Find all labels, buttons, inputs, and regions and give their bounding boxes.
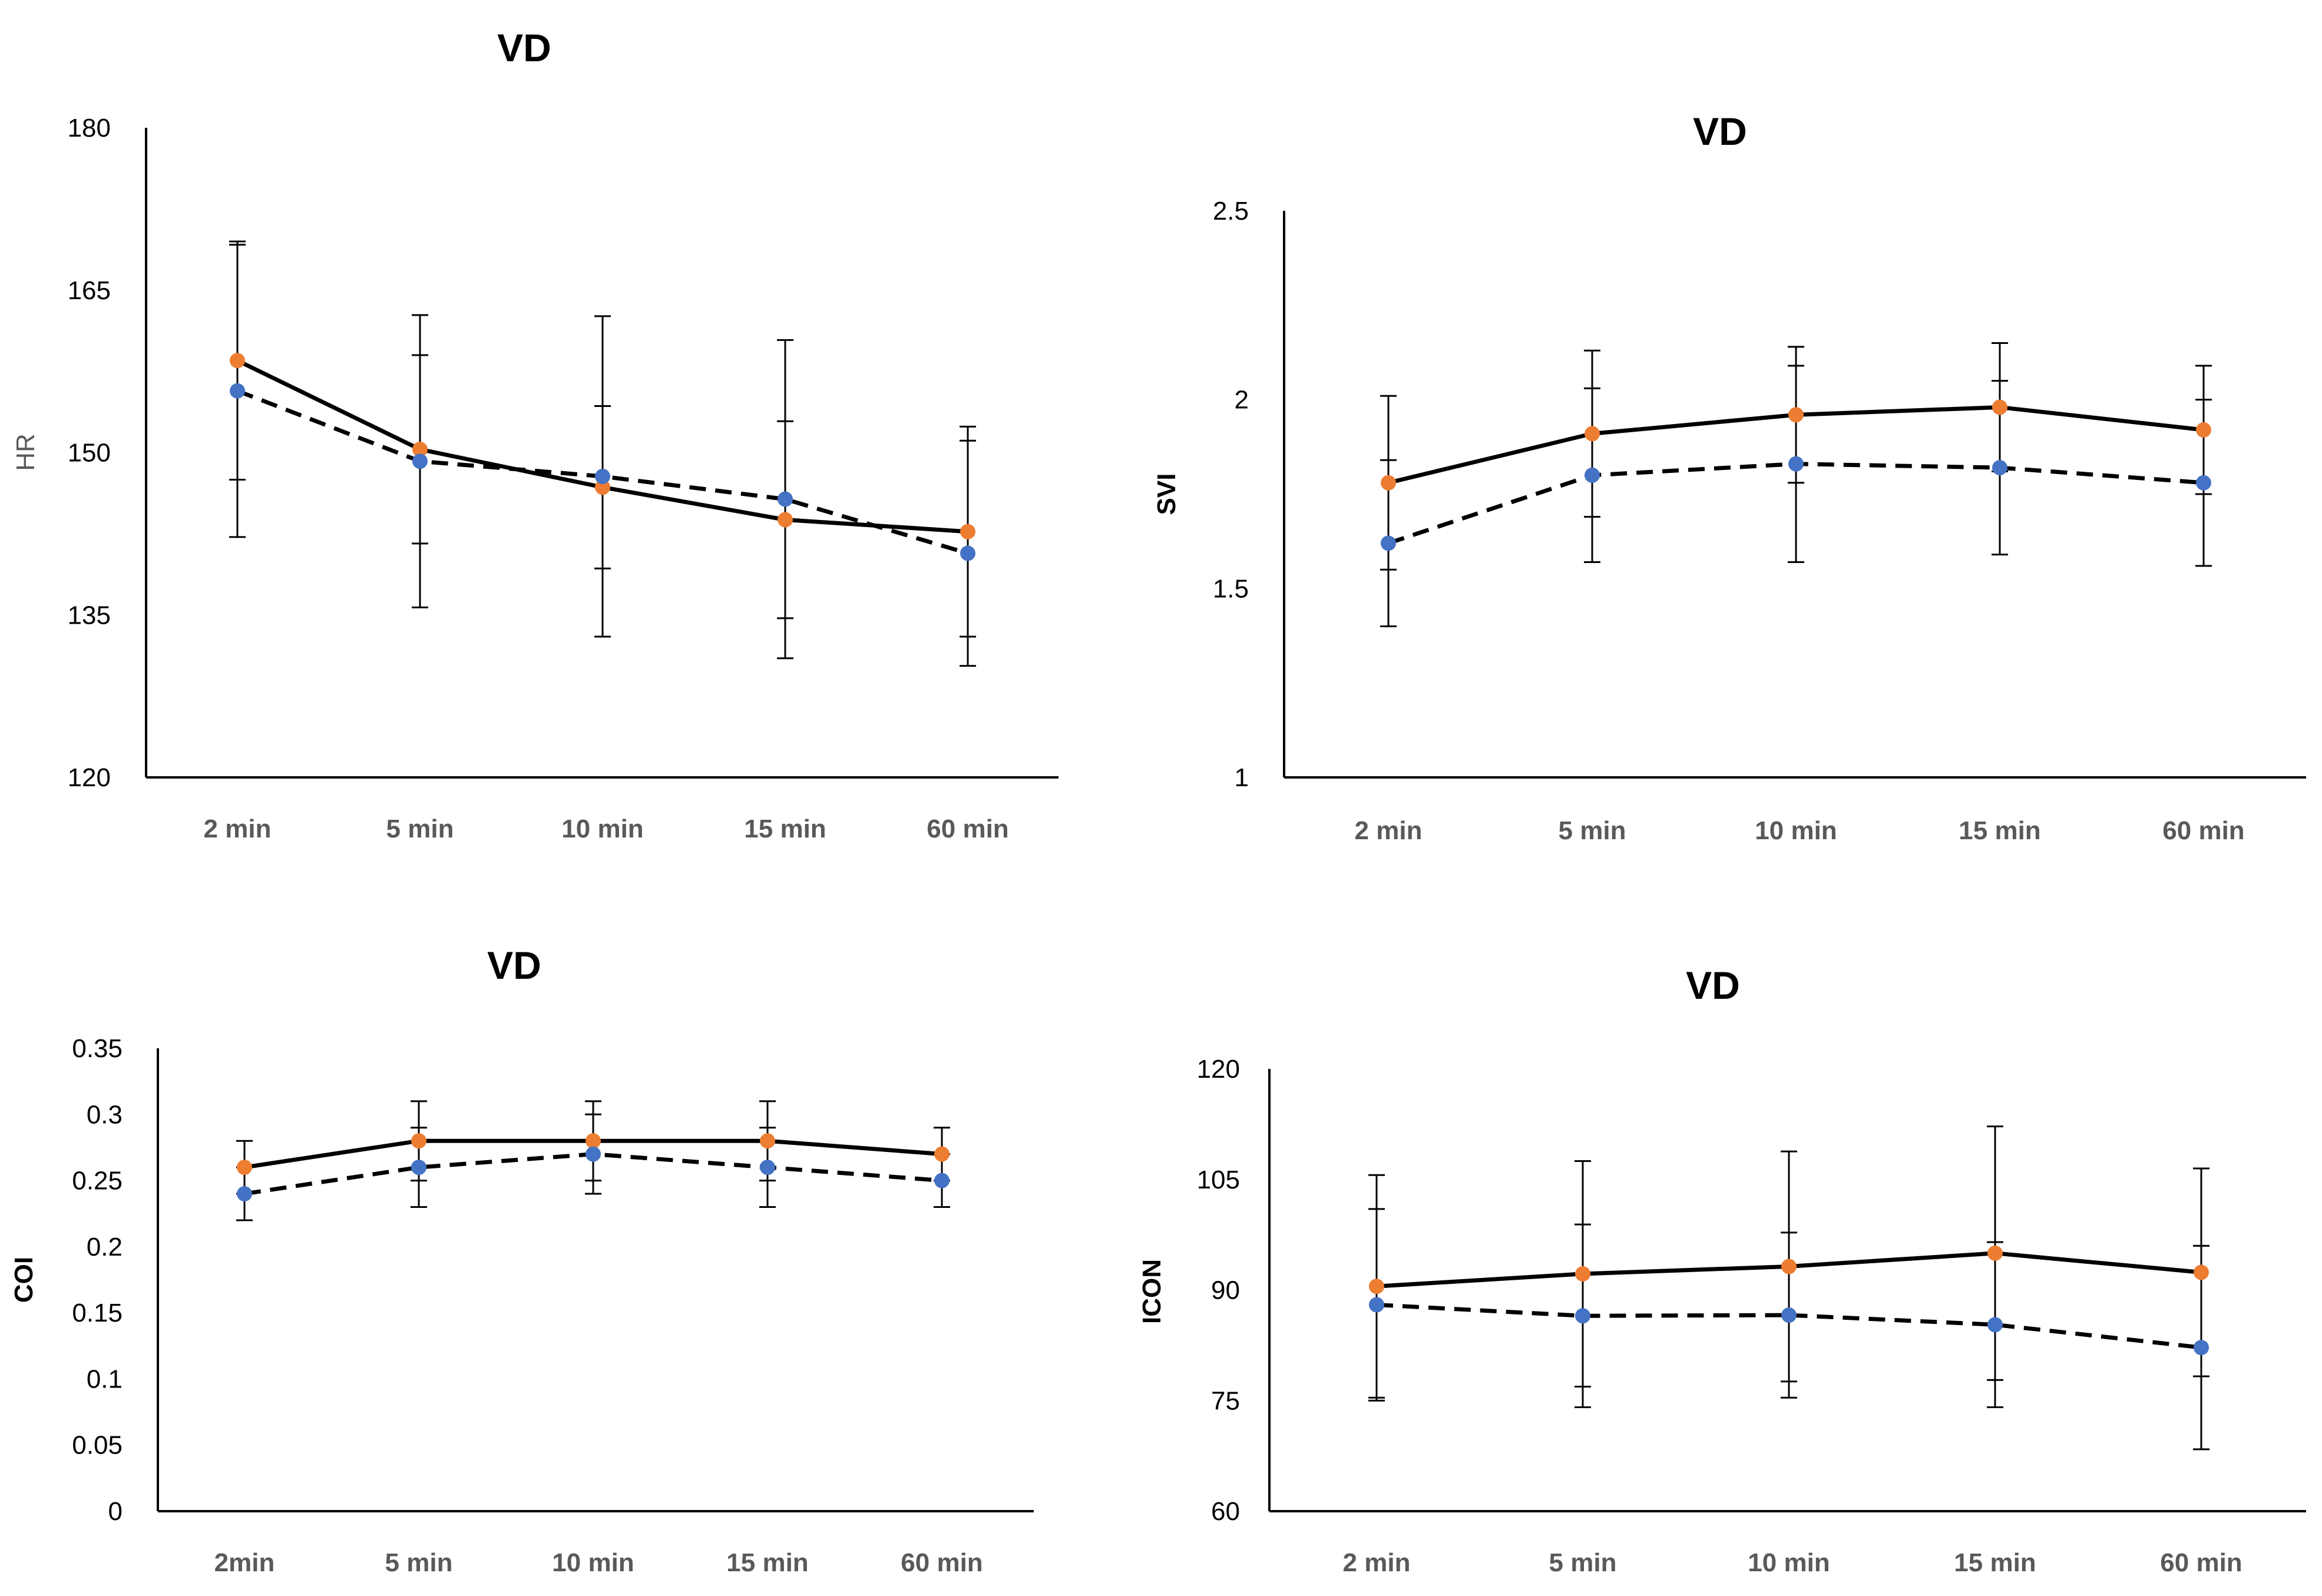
data-point-solid — [2194, 1264, 2209, 1280]
y-tick-label: 165 — [68, 276, 111, 305]
y-tick-label: 0.1 — [87, 1365, 123, 1393]
x-tick-label: 2 min — [1355, 816, 1423, 845]
y-tick-label: 150 — [68, 439, 111, 468]
data-point-solid — [960, 524, 975, 539]
y-tick-label: 1.5 — [1213, 574, 1249, 603]
data-point-dashed — [412, 453, 428, 469]
data-point-solid — [778, 512, 793, 528]
data-point-dashed — [411, 1160, 426, 1176]
y-tick-label: 2 — [1235, 386, 1249, 415]
data-point-solid — [760, 1133, 775, 1149]
y-axis-label: COI — [9, 1257, 38, 1303]
data-point-dashed — [237, 1186, 252, 1202]
data-point-dashed — [1987, 1317, 2003, 1333]
x-tick-label: 5 min — [1549, 1548, 1617, 1577]
x-tick-label: 15 min — [1954, 1548, 2036, 1577]
y-axis-label: ICON — [1137, 1259, 1166, 1324]
data-point-solid — [586, 1133, 601, 1149]
x-tick-label: 60 min — [927, 814, 1008, 843]
x-tick-label: 10 min — [552, 1548, 634, 1577]
data-point-solid — [230, 353, 245, 369]
data-point-dashed — [1781, 1307, 1797, 1323]
y-tick-label: 0.15 — [72, 1299, 123, 1327]
data-point-solid — [237, 1160, 252, 1176]
x-tick-label: 2min — [214, 1548, 275, 1577]
data-point-solid — [595, 479, 610, 495]
x-tick-label: 10 min — [1755, 816, 1837, 845]
data-point-solid — [1987, 1245, 2003, 1261]
data-point-solid — [2196, 422, 2211, 438]
x-tick-label: 15 min — [744, 814, 826, 843]
y-axis-label: HR — [11, 433, 40, 471]
y-tick-label: 0.25 — [72, 1167, 123, 1196]
data-point-dashed — [2196, 475, 2211, 491]
data-point-dashed — [586, 1146, 601, 1162]
data-point-solid — [1781, 1259, 1797, 1274]
y-tick-label: 0.35 — [72, 1034, 123, 1063]
data-point-solid — [411, 1133, 426, 1149]
y-tick-label: 120 — [1197, 1055, 1240, 1084]
y-tick-label: 1 — [1235, 763, 1249, 792]
y-tick-label: 0.3 — [87, 1100, 123, 1129]
data-point-dashed — [1381, 535, 1396, 551]
y-tick-label: 0.2 — [87, 1233, 123, 1261]
data-point-solid — [412, 441, 428, 457]
data-point-dashed — [934, 1173, 950, 1188]
data-point-dashed — [1369, 1297, 1384, 1313]
data-point-dashed — [595, 468, 610, 484]
y-tick-label: 0.05 — [72, 1431, 123, 1460]
data-point-solid — [1575, 1266, 1590, 1282]
data-point-solid — [1381, 475, 1396, 491]
data-point-dashed — [1992, 460, 2007, 476]
x-tick-label: 60 min — [2160, 1548, 2242, 1577]
data-point-solid — [1369, 1279, 1384, 1294]
x-tick-label: 5 min — [1559, 816, 1626, 845]
data-point-dashed — [1788, 456, 1804, 472]
data-point-solid — [1585, 426, 1600, 442]
data-point-solid — [1788, 407, 1804, 423]
data-point-dashed — [1585, 467, 1600, 483]
y-tick-label: 0 — [108, 1497, 123, 1526]
data-point-solid — [934, 1146, 950, 1162]
x-tick-label: 5 min — [385, 1548, 453, 1577]
y-tick-label: 120 — [68, 763, 111, 792]
data-point-solid — [1992, 399, 2007, 415]
x-tick-label: 2 min — [1343, 1548, 1411, 1577]
x-tick-label: 60 min — [2162, 816, 2244, 845]
x-tick-label: 2 min — [204, 814, 272, 843]
data-point-dashed — [960, 545, 975, 561]
data-point-dashed — [230, 383, 245, 399]
x-tick-label: 5 min — [386, 814, 454, 843]
y-tick-label: 60 — [1211, 1497, 1240, 1526]
chart-title: VD — [497, 26, 551, 69]
y-tick-label: 2.5 — [1213, 197, 1249, 226]
y-tick-label: 90 — [1211, 1276, 1240, 1305]
chart-panel-1: VD HR 120 135 150 165 180 2 min 5 min 10 min 15 mi… — [11, 26, 1059, 843]
data-point-dashed — [778, 491, 793, 507]
x-tick-label: 15 min — [726, 1548, 808, 1577]
y-tick-label: 135 — [68, 601, 111, 630]
chart-panel-3: VD COI 0 0.05 0.1 0.15 0.2 0.25 0.3 0.35 2min 5 min… — [9, 943, 1034, 1577]
data-point-dashed — [2194, 1340, 2209, 1356]
chart-title: VD — [1686, 963, 1740, 1007]
x-tick-label: 15 min — [1959, 816, 2040, 845]
series-line-dashed — [1376, 1303, 2202, 1350]
chart-panel-4: VD ICON 60 75 90 105 120 2 min 5 min 10 min 15 min… — [1137, 963, 2306, 1577]
y-tick-label: 180 — [68, 114, 111, 143]
y-tick-label: 105 — [1197, 1165, 1240, 1194]
data-point-dashed — [1575, 1308, 1590, 1324]
x-tick-label: 10 min — [1748, 1548, 1830, 1577]
data-point-dashed — [760, 1160, 775, 1176]
x-tick-label: 10 min — [561, 814, 643, 843]
chart-panel-2: VD SVI 1 1.5 2 2.5 2 min 5 min 10 min 15 min 60 mi… — [1152, 110, 2306, 845]
y-tick-label: 75 — [1211, 1386, 1240, 1415]
x-tick-label: 60 min — [901, 1548, 983, 1577]
chart-title: VD — [1693, 110, 1747, 153]
chart-title: VD — [487, 943, 541, 987]
y-axis-label: SVI — [1152, 473, 1181, 515]
